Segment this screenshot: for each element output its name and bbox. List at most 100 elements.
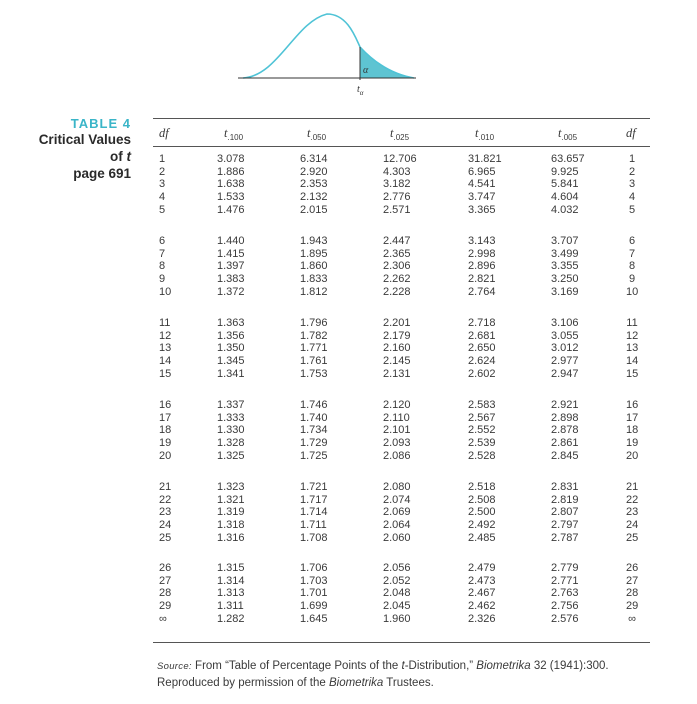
table-row: 26 1.315 1.706 2.056 2.479 2.779 26 bbox=[0, 562, 697, 575]
df-cell-right: 16 bbox=[626, 399, 639, 411]
curve-shaded-tail bbox=[360, 47, 414, 78]
value-cell: 1.638 bbox=[217, 178, 245, 191]
value-cell: 1.714 bbox=[300, 506, 328, 519]
value-cell: 3.365 bbox=[468, 203, 496, 216]
table-row: 7 1.415 1.895 2.365 2.998 3.499 7 bbox=[0, 248, 697, 261]
header-df-left: df bbox=[159, 126, 169, 140]
value-cell: 3.707 bbox=[551, 235, 579, 247]
table-number: TABLE 4 bbox=[70, 116, 131, 131]
value-cell: 1.703 bbox=[300, 574, 328, 587]
value-cell: 2.571 bbox=[383, 203, 411, 216]
value-cell: 2.228 bbox=[383, 285, 411, 298]
value-cell: 3.078 bbox=[217, 153, 245, 165]
value-cell: 1.440 bbox=[217, 235, 245, 247]
table-row: 16 1.337 1.746 2.120 2.583 2.921 16 bbox=[0, 399, 697, 412]
value-cell: 1.313 bbox=[217, 587, 245, 600]
df-cell-right: 7 bbox=[628, 247, 636, 260]
value-cell: 1.372 bbox=[217, 285, 245, 298]
value-cell: 1.333 bbox=[217, 411, 245, 424]
header-rule bbox=[153, 146, 650, 147]
value-cell: 1.321 bbox=[217, 493, 245, 506]
value-cell: 2.074 bbox=[383, 493, 411, 506]
value-cell: 2.145 bbox=[383, 355, 411, 368]
value-cell: 1.476 bbox=[217, 203, 245, 216]
value-cell: 3.012 bbox=[551, 342, 579, 355]
df-cell-right: 6 bbox=[628, 235, 636, 247]
value-cell: 2.779 bbox=[551, 562, 579, 574]
value-cell: 2.160 bbox=[383, 342, 411, 355]
value-cell: 2.132 bbox=[300, 191, 328, 204]
source-label: Source: bbox=[157, 661, 192, 672]
value-cell: 2.492 bbox=[468, 519, 496, 532]
value-cell: 1.337 bbox=[217, 399, 245, 411]
value-cell: 2.807 bbox=[551, 506, 579, 519]
df-cell: ∞ bbox=[159, 612, 167, 625]
table-row: 27 1.314 1.703 2.052 2.473 2.771 27 bbox=[0, 575, 697, 588]
value-cell: 2.552 bbox=[468, 424, 496, 437]
df-cell: 14 bbox=[159, 355, 172, 368]
value-cell: 1.746 bbox=[300, 399, 328, 411]
value-cell: 2.539 bbox=[468, 437, 496, 450]
table-row: 2 1.886 2.920 4.303 6.965 9.925 2 bbox=[0, 166, 697, 179]
value-cell: 2.756 bbox=[551, 600, 579, 613]
value-cell: 2.201 bbox=[383, 317, 411, 329]
value-cell: 2.896 bbox=[468, 260, 496, 273]
value-cell: 1.721 bbox=[300, 481, 328, 493]
df-cell: 12 bbox=[159, 329, 172, 342]
value-cell: 2.500 bbox=[468, 506, 496, 519]
df-cell-right: 24 bbox=[626, 519, 639, 532]
df-cell-right: 17 bbox=[626, 411, 639, 424]
value-cell: 1.886 bbox=[217, 165, 245, 178]
header-t005: t.005 bbox=[558, 126, 578, 142]
df-cell: 17 bbox=[159, 411, 172, 424]
df-cell-right: 26 bbox=[626, 562, 639, 574]
table-row: 9 1.383 1.833 2.262 2.821 3.250 9 bbox=[0, 273, 697, 286]
value-cell: 1.330 bbox=[217, 424, 245, 437]
df-cell-right: 18 bbox=[626, 424, 639, 437]
value-cell: 2.650 bbox=[468, 342, 496, 355]
value-cell: 2.567 bbox=[468, 411, 496, 424]
value-cell: 1.860 bbox=[300, 260, 328, 273]
value-cell: 1.782 bbox=[300, 329, 328, 342]
value-cell: 2.861 bbox=[551, 437, 579, 450]
value-cell: 2.485 bbox=[468, 531, 496, 544]
value-cell: 2.179 bbox=[383, 329, 411, 342]
table-row: 14 1.345 1.761 2.145 2.624 2.977 14 bbox=[0, 355, 697, 368]
row-group: 6 1.440 1.943 2.447 3.143 3.707 6 7 1.415 1.895 2.… bbox=[0, 235, 697, 298]
table-row: 23 1.319 1.714 2.069 2.500 2.807 23 bbox=[0, 506, 697, 519]
value-cell: 2.624 bbox=[468, 355, 496, 368]
df-cell: 13 bbox=[159, 342, 172, 355]
t-distribution-curve-figure: α tα bbox=[238, 13, 416, 97]
value-cell: 2.845 bbox=[551, 449, 579, 462]
table-row: 6 1.440 1.943 2.447 3.143 3.707 6 bbox=[0, 235, 697, 248]
value-cell: 1.943 bbox=[300, 235, 328, 247]
value-cell: 2.764 bbox=[468, 285, 496, 298]
t-alpha-label: tα bbox=[357, 84, 364, 97]
value-cell: 2.797 bbox=[551, 519, 579, 532]
df-cell: 11 bbox=[159, 317, 171, 329]
df-cell-right: 20 bbox=[626, 449, 639, 462]
top-rule bbox=[153, 118, 650, 119]
value-cell: 2.583 bbox=[468, 399, 496, 411]
df-cell: 8 bbox=[159, 260, 166, 273]
table-caption: TABLE 4 Critical Values of t page 691 bbox=[0, 116, 131, 182]
table-row: 17 1.333 1.740 2.110 2.567 2.898 17 bbox=[0, 412, 697, 425]
value-cell: 2.479 bbox=[468, 562, 496, 574]
row-group: 1 3.078 6.314 12.706 31.821 63.657 1 2 1.886 2.92… bbox=[0, 153, 697, 216]
table-title-line2: of t bbox=[109, 149, 131, 164]
df-cell-right: 27 bbox=[626, 574, 639, 587]
value-cell: 1.356 bbox=[217, 329, 245, 342]
value-cell: 2.878 bbox=[551, 424, 579, 437]
df-cell: 21 bbox=[159, 481, 172, 493]
value-cell: 1.325 bbox=[217, 449, 245, 462]
value-cell: 1.415 bbox=[217, 247, 245, 260]
df-cell: 27 bbox=[159, 574, 172, 587]
table-row: 8 1.397 1.860 2.306 2.896 3.355 8 bbox=[0, 260, 697, 273]
value-cell: 2.080 bbox=[383, 481, 411, 493]
value-cell: 4.303 bbox=[383, 165, 411, 178]
table-row: 28 1.313 1.701 2.048 2.467 2.763 28 bbox=[0, 587, 697, 600]
value-cell: 2.787 bbox=[551, 531, 579, 544]
value-cell: 2.771 bbox=[551, 574, 579, 587]
value-cell: 1.345 bbox=[217, 355, 245, 368]
df-cell: 23 bbox=[159, 506, 172, 519]
